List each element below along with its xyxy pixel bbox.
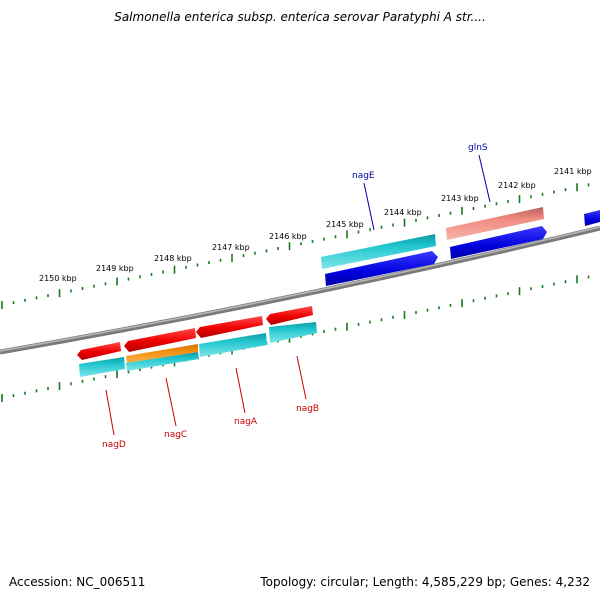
gene-label-nagA[interactable]: nagA xyxy=(234,417,258,427)
gene-label-glnS[interactable]: glnS xyxy=(468,143,488,153)
forward-gene-row xyxy=(321,207,544,269)
kbp-label: 2144 kbp xyxy=(384,208,422,217)
gene-bar[interactable] xyxy=(321,234,436,269)
kbp-label: 2145 kbp xyxy=(326,220,364,229)
genome-backbone-highlight xyxy=(0,226,600,352)
gene-labels: nagD nagC nagA nagB nagE glnS xyxy=(102,143,488,450)
kbp-label: 2148 kbp xyxy=(154,254,192,263)
gene-bar[interactable] xyxy=(126,352,199,371)
gene-bar[interactable] xyxy=(269,322,317,343)
cds-arrow[interactable] xyxy=(266,306,313,325)
gene-bar[interactable] xyxy=(79,357,125,377)
gene-bar[interactable] xyxy=(199,333,267,357)
kbp-label: 2142 kbp xyxy=(498,181,536,190)
genome-summary: Topology: circular; Length: 4,585,229 bp… xyxy=(260,575,590,589)
cds-arrow[interactable] xyxy=(196,316,263,338)
organism-title: Salmonella enterica subsp. enterica sero… xyxy=(114,10,486,24)
gene-label-nagD[interactable]: nagD xyxy=(102,440,126,450)
gene-leader-lines xyxy=(105,154,491,436)
kbp-label: 2146 kbp xyxy=(269,232,307,241)
kbp-label: 2147 kbp xyxy=(212,243,250,252)
kbp-label: 2150 kbp xyxy=(39,274,77,283)
gene-label-nagE[interactable]: nagE xyxy=(352,171,375,181)
gene-bar-orange[interactable] xyxy=(126,344,198,363)
kbp-label: 2143 kbp xyxy=(441,194,479,203)
reverse-gene-row xyxy=(79,322,317,377)
forward-cds-row xyxy=(325,210,600,286)
kbp-label: 2141 kbp xyxy=(554,167,592,176)
tick-row-upper xyxy=(1,183,590,309)
cds-arrow[interactable] xyxy=(450,226,547,259)
reverse-cds-row xyxy=(77,306,313,360)
cds-arrow[interactable] xyxy=(124,328,196,352)
cds-arrow[interactable] xyxy=(325,251,438,286)
gene-label-nagC[interactable]: nagC xyxy=(164,430,187,440)
genome-backbone xyxy=(0,225,600,355)
pseudo-gene-bar[interactable] xyxy=(446,207,544,240)
kbp-label: 2149 kbp xyxy=(96,264,134,273)
cds-arrow[interactable] xyxy=(584,210,600,226)
accession-label: Accession: NC_006511 xyxy=(9,575,146,589)
gene-label-nagB[interactable]: nagB xyxy=(296,404,319,414)
kbp-labels: 2150 kbp 2149 kbp 2148 kbp 2147 kbp 2146… xyxy=(39,167,592,283)
cds-arrow[interactable] xyxy=(77,342,121,360)
